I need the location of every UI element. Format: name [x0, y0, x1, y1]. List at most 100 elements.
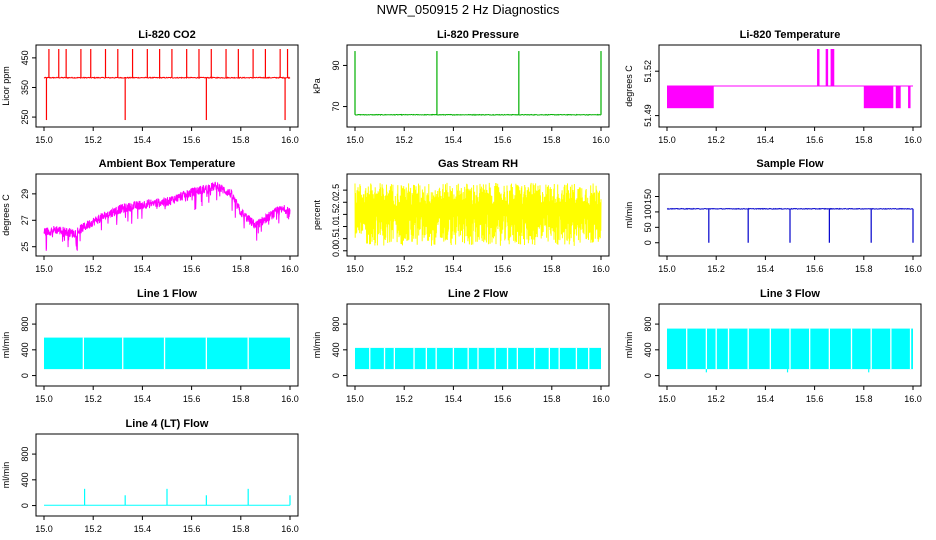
x-tick-label: 15.2 — [707, 264, 725, 274]
band — [863, 86, 894, 109]
x-tick-label: 15.8 — [543, 135, 561, 145]
panel-title: Line 1 Flow — [137, 288, 197, 300]
x-tick-label: 15.8 — [855, 264, 873, 274]
x-tick-label: 15.4 — [757, 264, 775, 274]
band — [908, 86, 911, 109]
panel-co2: Li-820 CO2 Licor ppm 250 350 450 15.0 15.2 15.4… — [1, 29, 299, 145]
y-axis-label: degrees C — [1, 194, 11, 236]
x-tick-label: 15.6 — [183, 264, 201, 274]
panel-title: Li-820 Pressure — [437, 29, 519, 41]
x-tick-label: 15.8 — [232, 524, 250, 534]
x-tick-label: 15.4 — [134, 524, 152, 534]
y-tick-label: 27 — [20, 215, 30, 225]
x-tick-label: 15.8 — [232, 135, 250, 145]
x-tick-label: 15.0 — [658, 264, 676, 274]
x-tick-label: 16.0 — [592, 394, 610, 404]
panel-title: Gas Stream RH — [438, 158, 518, 170]
series-line — [354, 182, 602, 246]
band-up — [825, 49, 829, 86]
y-axis-label: ml/min — [624, 332, 634, 359]
plot-frame — [35, 44, 299, 128]
panel-pressure: Li-820 Pressure kPa 70 90 15.0 15.2 15.4 15.6 15… — [312, 29, 610, 145]
panel-line1: Line 1 Flow ml/min 0 400 800 15.0 15.2 15.4 15.6… — [1, 288, 299, 404]
x-tick-label: 15.0 — [658, 135, 676, 145]
x-tick-label: 15.2 — [84, 394, 102, 404]
x-tick-label: 15.4 — [757, 394, 775, 404]
y-tick-label: 2.5 — [331, 184, 341, 197]
x-tick-label: 15.0 — [35, 524, 53, 534]
y-tick-label: 400 — [331, 342, 341, 357]
x-tick-label: 15.4 — [445, 264, 463, 274]
y-tick-label: 0 — [20, 373, 30, 378]
panel-line4: Line 4 (LT) Flow ml/min 0 400 800 15.0 15.2 15.… — [1, 418, 299, 534]
x-tick-label: 16.0 — [281, 264, 299, 274]
x-tick-label: 15.4 — [445, 135, 463, 145]
band — [895, 86, 901, 109]
y-tick-label: 800 — [331, 317, 341, 332]
y-axis-label: ml/min — [624, 202, 634, 229]
plot-frame — [35, 303, 299, 387]
y-tick-label: 51.52 — [643, 60, 653, 83]
x-tick-label: 15.4 — [134, 135, 152, 145]
x-tick-label: 16.0 — [281, 135, 299, 145]
plot-frame — [346, 303, 610, 387]
x-tick-label: 15.2 — [84, 264, 102, 274]
y-tick-label: 800 — [643, 317, 653, 332]
panel-title: Ambient Box Temperature — [99, 158, 236, 170]
y-tick-label: 450 — [20, 50, 30, 65]
x-tick-label: 15.8 — [543, 264, 561, 274]
x-tick-label: 16.0 — [592, 264, 610, 274]
x-tick-label: 15.8 — [855, 135, 873, 145]
x-tick-label: 16.0 — [904, 264, 922, 274]
band — [667, 86, 714, 109]
x-tick-label: 15.2 — [395, 394, 413, 404]
y-tick-label: 100 — [643, 204, 653, 219]
x-tick-label: 15.0 — [35, 135, 53, 145]
panel-title: Line 2 Flow — [448, 288, 508, 300]
y-tick-label: 50 — [643, 222, 653, 232]
x-tick-label: 15.6 — [806, 264, 824, 274]
plot-frame — [658, 44, 922, 128]
x-tick-label: 15.2 — [84, 135, 102, 145]
panel-title: Li-820 CO2 — [138, 29, 195, 41]
x-tick-label: 15.2 — [707, 394, 725, 404]
x-tick-label: 15.2 — [395, 264, 413, 274]
x-tick-label: 15.8 — [855, 394, 873, 404]
series-line — [354, 113, 602, 116]
y-tick-label: 0 — [643, 240, 653, 245]
x-tick-label: 15.4 — [445, 394, 463, 404]
x-tick-label: 15.4 — [134, 394, 152, 404]
x-tick-label: 15.6 — [494, 394, 512, 404]
figure-title: NWR_050915 2 Hz Diagnostics — [376, 2, 560, 17]
x-tick-label: 15.6 — [183, 524, 201, 534]
panel-title: Sample Flow — [756, 158, 824, 170]
y-tick-label: 0 — [643, 373, 653, 378]
y-tick-label: 29 — [20, 189, 30, 199]
x-tick-label: 16.0 — [904, 135, 922, 145]
panel-title: Line 4 (LT) Flow — [126, 418, 209, 430]
panel-title: Line 3 Flow — [760, 288, 820, 300]
x-tick-label: 15.0 — [346, 394, 364, 404]
x-tick-label: 15.0 — [346, 135, 364, 145]
band-up — [817, 49, 820, 86]
y-axis-label: degrees C — [624, 65, 634, 107]
x-tick-label: 15.8 — [232, 264, 250, 274]
x-tick-label: 15.4 — [134, 264, 152, 274]
x-tick-label: 15.2 — [395, 135, 413, 145]
y-tick-label: 1.0 — [331, 220, 341, 233]
x-tick-label: 16.0 — [281, 394, 299, 404]
y-tick-label: 150 — [643, 189, 653, 204]
x-tick-label: 15.6 — [806, 394, 824, 404]
x-tick-label: 15.2 — [84, 524, 102, 534]
x-tick-label: 15.6 — [806, 135, 824, 145]
x-tick-label: 16.0 — [592, 135, 610, 145]
y-axis-label: ml/min — [1, 462, 11, 489]
x-tick-label: 15.6 — [494, 264, 512, 274]
x-tick-label: 15.6 — [494, 135, 512, 145]
y-tick-label: 25 — [20, 242, 30, 252]
y-tick-label: 0 — [20, 503, 30, 508]
y-tick-label: 70 — [331, 102, 341, 112]
plot-frame — [346, 173, 610, 257]
